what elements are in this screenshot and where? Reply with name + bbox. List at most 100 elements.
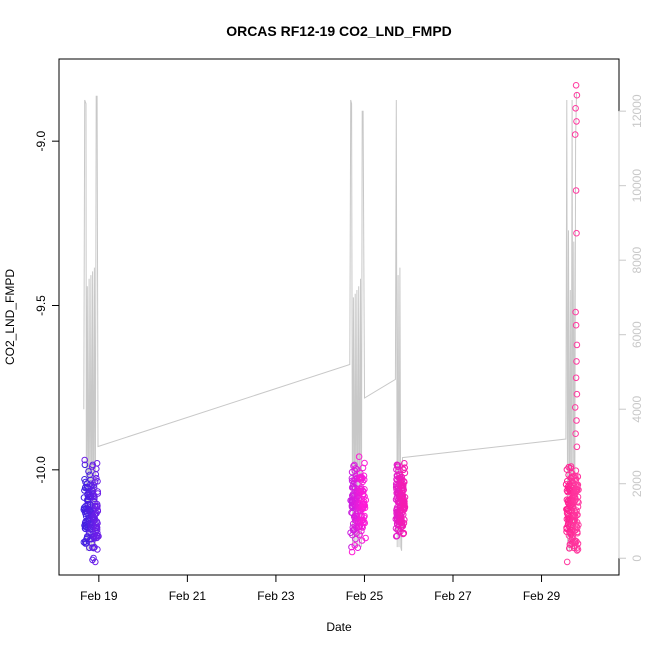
altitude-line [83, 92, 577, 551]
data-point [358, 527, 365, 535]
data-point [572, 308, 579, 316]
y-axis-left: -10.0 -9.5 -9.0 [34, 131, 60, 484]
data-point [91, 478, 99, 486]
data-point [353, 466, 361, 473]
data-point [572, 430, 579, 438]
data-point [401, 493, 409, 501]
data-point [360, 476, 368, 484]
data-point [569, 503, 577, 511]
data-point [362, 534, 369, 542]
data-point [361, 486, 368, 493]
data-point [94, 490, 102, 497]
data-point [572, 467, 580, 475]
x-tick-label: Feb 23 [257, 589, 295, 603]
data-point [572, 374, 580, 382]
data-point [565, 532, 573, 539]
data-point [356, 531, 363, 538]
data-point [351, 542, 359, 549]
y2-tick-label: 12000 [630, 94, 644, 128]
data-point [575, 486, 582, 494]
data-point [399, 522, 407, 530]
x-tick-label: Feb 27 [434, 589, 472, 603]
data-point [88, 463, 96, 470]
data-point [573, 417, 580, 424]
data-point [90, 481, 98, 489]
data-point [574, 493, 582, 501]
y2-tick-label: 0 [630, 555, 644, 562]
y2-tick-label: 2000 [630, 470, 644, 497]
data-point [401, 516, 408, 524]
data-point [399, 485, 406, 492]
data-point [90, 484, 98, 492]
data-point [574, 503, 582, 511]
data-point [93, 460, 101, 467]
data-point [574, 473, 582, 480]
data-point [355, 453, 363, 461]
data-point [400, 519, 408, 527]
data-point [360, 472, 368, 480]
data-point [572, 82, 580, 89]
plot-frame [58, 58, 620, 576]
data-point [93, 526, 101, 534]
data-point [573, 390, 581, 398]
data-point [85, 468, 92, 475]
y-tick-label: -9.5 [34, 295, 48, 316]
data-point [348, 548, 356, 556]
data-point [563, 558, 571, 566]
data-point [572, 187, 580, 194]
data-point [400, 495, 407, 502]
y-axis-label: CO2_LND_FMPD [3, 269, 17, 365]
y-tick-label: -10.0 [34, 456, 48, 484]
data-point [91, 511, 98, 519]
y2-tick-label: 10000 [630, 169, 644, 203]
data-point [574, 546, 582, 553]
data-point [90, 554, 97, 562]
data-point [361, 459, 368, 467]
data-point [93, 524, 101, 531]
data-point [574, 511, 581, 519]
data-point [360, 503, 368, 510]
data-point [567, 463, 575, 470]
data-point [401, 501, 408, 509]
data-point [348, 543, 355, 551]
data-point [93, 474, 100, 482]
data-point [94, 502, 101, 510]
data-point [574, 481, 582, 489]
data-point [94, 478, 101, 485]
data-point [95, 533, 102, 540]
data-point [90, 544, 97, 552]
data-point [83, 535, 90, 543]
data-point [353, 530, 360, 537]
data-point [573, 341, 581, 349]
x-axis-label: Date [326, 620, 352, 634]
y2-tick-label: 4000 [630, 396, 644, 423]
data-point [350, 480, 357, 488]
x-tick-label: Feb 25 [346, 589, 384, 603]
data-point [573, 507, 580, 514]
chart-title: ORCAS RF12-19 CO2_LND_FMPD [226, 23, 452, 39]
data-point [94, 488, 101, 495]
x-tick-label: Feb 21 [169, 589, 207, 603]
data-point [574, 529, 581, 537]
data-point [400, 466, 407, 474]
data-point [81, 456, 88, 464]
data-point [572, 321, 580, 329]
data-point [401, 460, 408, 467]
data-point [393, 532, 401, 540]
x-tick-label: Feb 29 [523, 589, 561, 603]
data-point [573, 358, 580, 365]
data-point [360, 518, 368, 526]
data-point [358, 499, 366, 507]
data-point [573, 229, 580, 237]
data-point [401, 469, 409, 477]
data-point [573, 547, 581, 554]
data-point [81, 461, 89, 469]
data-point [94, 546, 101, 553]
x-tick-label: Feb 19 [80, 589, 118, 603]
data-point [572, 105, 579, 112]
data-point [399, 482, 407, 490]
data-point [92, 558, 99, 566]
y2-tick-label: 8000 [630, 247, 644, 274]
data-point [571, 404, 579, 411]
